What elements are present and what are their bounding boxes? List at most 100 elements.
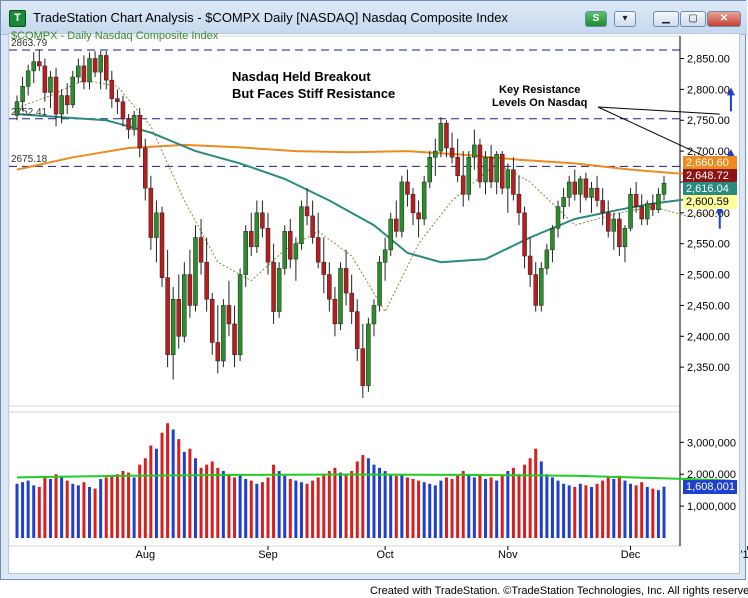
volume-bar <box>623 480 627 538</box>
candle-body <box>148 187 154 238</box>
candle-body <box>304 206 310 217</box>
candle-body <box>92 58 98 73</box>
volume-bar <box>193 458 197 538</box>
candle-body <box>416 212 421 220</box>
volume-bar <box>177 439 181 538</box>
volume-bar <box>472 477 476 538</box>
candle-body <box>249 231 254 248</box>
candle-body <box>539 268 544 306</box>
volume-bar <box>233 477 237 538</box>
volume-bar <box>433 485 437 538</box>
level-label-2675: 2675.18 <box>11 154 48 166</box>
candle-body <box>170 298 176 356</box>
price-tick-label: 2,850.00 <box>687 54 730 66</box>
level-label-2863: 2863.79 <box>11 38 48 49</box>
candle-body <box>198 237 204 263</box>
candle-body <box>115 98 120 102</box>
candle-body <box>550 228 555 251</box>
volume-bar <box>166 423 170 538</box>
volume-bar <box>400 474 404 538</box>
volume-bar <box>160 432 164 538</box>
volume-bar <box>556 480 560 538</box>
candle-body <box>460 175 466 195</box>
candle-body <box>645 203 650 220</box>
tradestation-logo-icon: T <box>9 10 26 27</box>
ma-dotted-line <box>16 79 731 313</box>
price-tag-teal-ma: 2,616.04 <box>683 182 737 197</box>
volume-bar <box>517 474 521 538</box>
pointer-line-2 <box>597 106 720 164</box>
candle-body <box>37 61 42 67</box>
volume-tag: 1,608,001 <box>683 479 737 494</box>
candle-body <box>14 101 20 116</box>
volume-bar <box>484 479 488 538</box>
candle-body <box>237 274 243 356</box>
volume-bar <box>227 474 231 538</box>
candle-body <box>59 95 64 115</box>
candle-body <box>354 311 360 349</box>
candle-body <box>371 305 377 325</box>
volume-bar <box>71 483 75 538</box>
key-resistance-line-2: Levels On Nasdaq <box>492 97 588 109</box>
volume-bar <box>344 474 348 538</box>
candle-body <box>25 70 31 87</box>
symbol-link-button[interactable]: S <box>585 11 607 27</box>
resistance-arrow-head <box>726 87 735 96</box>
candle-body <box>628 194 633 229</box>
chart-legend: $COMPX - Daily Nasdaq Composite Index <box>11 30 219 42</box>
candle-body <box>399 181 405 232</box>
candle-body <box>288 231 293 260</box>
volume-bar <box>143 458 147 538</box>
volume-bar <box>249 480 253 538</box>
x-tick-label: Nov <box>498 549 518 561</box>
candle-body <box>639 206 644 220</box>
candle-body <box>343 268 349 294</box>
close-button[interactable]: ✕ <box>707 11 741 27</box>
volume-bar <box>589 486 593 538</box>
title-bar[interactable]: T TradeStation Chart Analysis - $COMPX D… <box>1 1 747 35</box>
volume-bar <box>495 480 499 538</box>
candle-body <box>566 181 572 198</box>
volume-bar <box>617 475 621 538</box>
candle-body <box>265 228 271 263</box>
key-resistance-line-1: Key Resistance <box>499 84 581 96</box>
volume-bar <box>182 451 186 538</box>
candle-body <box>109 79 115 99</box>
candle-body <box>120 101 126 120</box>
candle-body <box>48 76 53 93</box>
candle-body <box>176 298 181 337</box>
candle-body <box>315 237 321 263</box>
resistance-arrow-head <box>726 149 735 158</box>
volume-bar <box>511 467 515 538</box>
candle-body <box>427 157 432 183</box>
maximize-button[interactable]: ▢ <box>680 11 706 27</box>
candle-body <box>20 86 25 102</box>
candle-body <box>410 194 416 214</box>
volume-bar <box>394 475 398 538</box>
x-tick-label: Aug <box>135 549 155 561</box>
volume-bar <box>43 477 47 538</box>
candle-body <box>76 65 81 78</box>
footer-credit: Created with TradeStation. ©TradeStation… <box>370 585 748 597</box>
candle-body <box>578 178 583 195</box>
volume-bar <box>467 474 471 538</box>
minimize-button[interactable]: ▁ <box>653 11 679 27</box>
volume-bar <box>539 461 543 538</box>
volume-bar <box>640 482 644 538</box>
candle-body <box>377 261 382 306</box>
volume-bar <box>294 480 298 538</box>
candle-body <box>143 147 148 189</box>
volume-bar <box>316 477 320 538</box>
volume-bar <box>523 464 527 538</box>
maximize-icon: ▢ <box>688 13 698 24</box>
price-tag-orange-ma: 2,660.60 <box>683 156 737 171</box>
volume-bar <box>645 486 649 538</box>
volume-bar <box>171 429 175 538</box>
candle-body <box>282 231 287 269</box>
candle-body <box>154 212 159 238</box>
select-dropdown-button[interactable]: ▾ <box>614 11 636 27</box>
volume-bar <box>288 479 292 538</box>
candle-body <box>159 212 165 278</box>
volume-bar <box>127 472 131 538</box>
volume-bar <box>528 458 532 538</box>
